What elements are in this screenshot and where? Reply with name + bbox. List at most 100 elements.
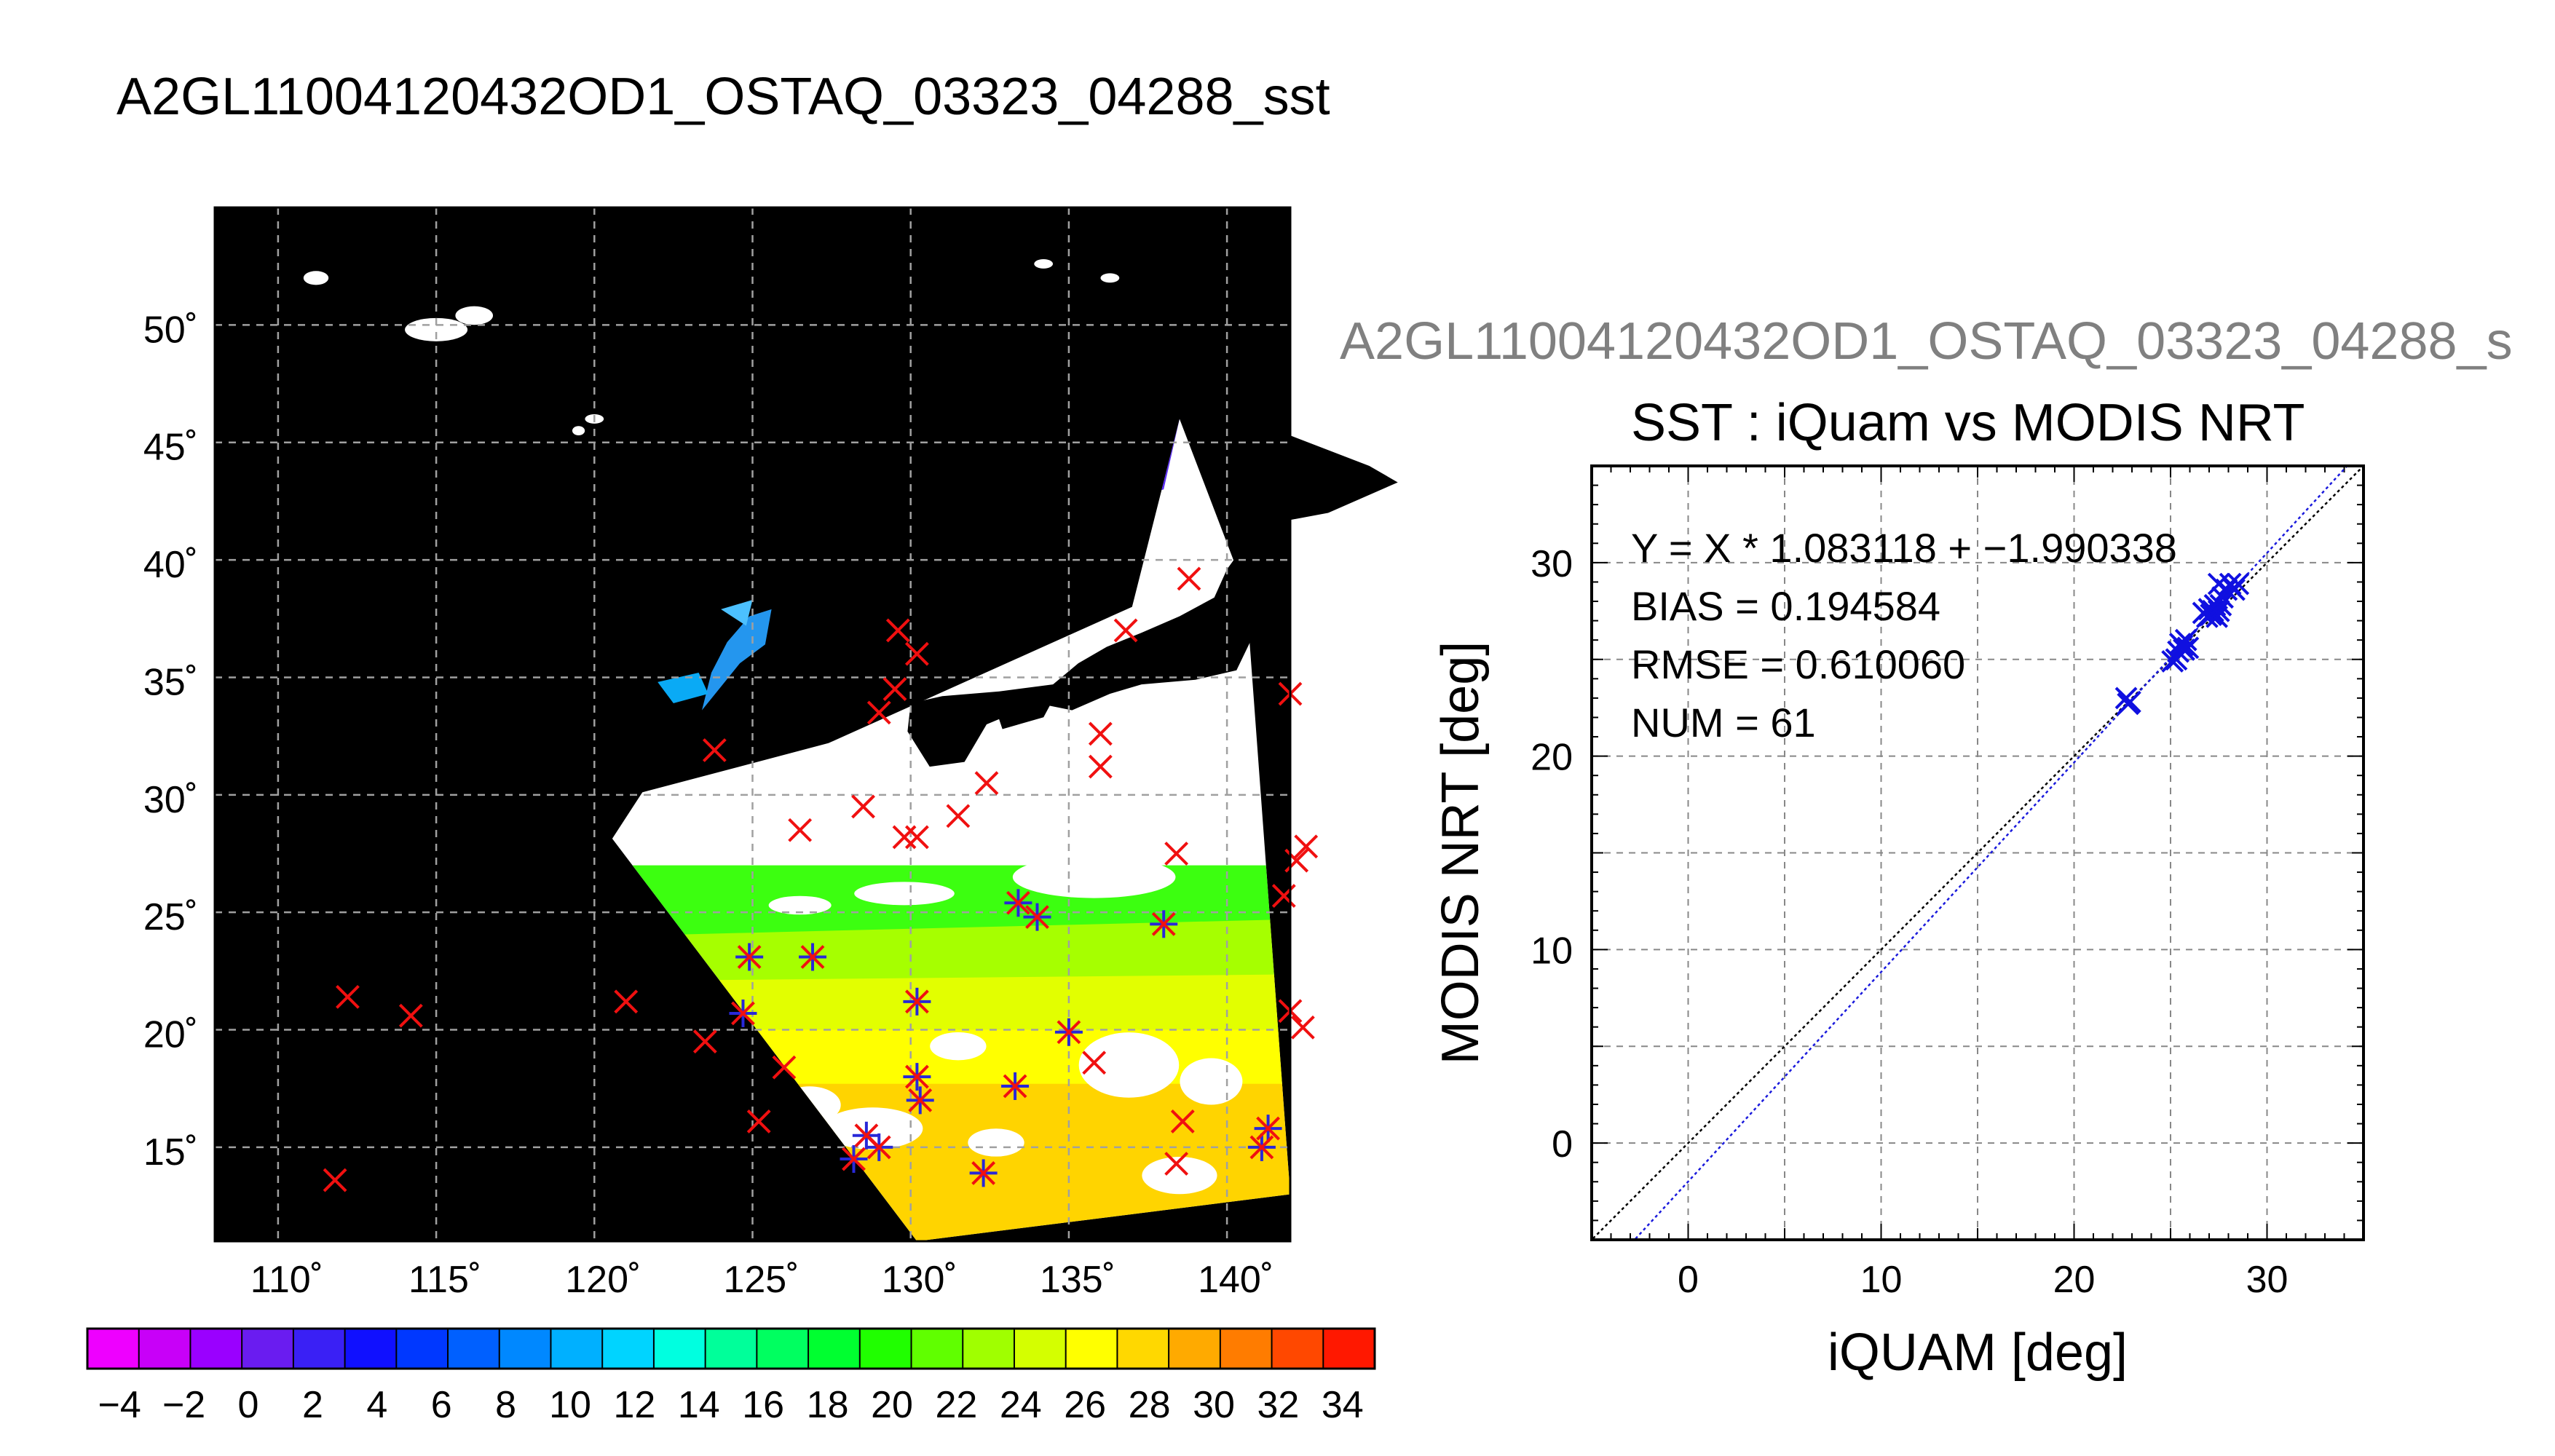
white-speckle xyxy=(455,306,494,325)
colorbar-label: 26 xyxy=(1064,1384,1106,1426)
lat-tick-label: 50˚ xyxy=(143,309,198,351)
colorbar-swatch xyxy=(190,1329,242,1369)
matchup-x xyxy=(336,984,360,1009)
x-stroke xyxy=(946,804,971,828)
matchup-x xyxy=(1003,1074,1027,1099)
x-tick-label: 10 xyxy=(1860,1259,1903,1301)
lon-tick-label: 130˚ xyxy=(882,1259,957,1301)
matchup-x xyxy=(1170,1109,1195,1133)
cloud-patch xyxy=(1012,855,1176,898)
colorbar-swatch xyxy=(1117,1329,1169,1369)
colorbar-label: 16 xyxy=(742,1384,784,1426)
lat-tick-label: 25˚ xyxy=(143,896,198,938)
matchup-x xyxy=(908,1088,933,1112)
cloud-patch xyxy=(1078,1032,1180,1098)
matchup-x xyxy=(1088,721,1113,746)
x-tick-label: 20 xyxy=(2053,1259,2096,1301)
matchup-x xyxy=(692,1029,717,1054)
land-hainan xyxy=(240,1027,310,1072)
x-stroke xyxy=(904,1064,929,1089)
x-stroke xyxy=(1164,1152,1189,1176)
matchup-x xyxy=(1290,1015,1315,1040)
colorbar-label: −2 xyxy=(162,1384,205,1426)
x-axis-label: iQUAM [deg] xyxy=(1828,1324,2128,1382)
x-stroke xyxy=(692,1029,717,1054)
x-stroke xyxy=(323,1168,347,1192)
x-stroke xyxy=(904,989,929,1014)
colorbar-swatch xyxy=(808,1329,861,1369)
scatter-annotation: NUM = 61 xyxy=(1631,700,1816,745)
matchup-x xyxy=(614,989,639,1014)
cloud-patch xyxy=(930,1032,987,1061)
x-stroke xyxy=(800,945,825,969)
matchup-x xyxy=(1082,1051,1107,1075)
matchup-x xyxy=(800,945,825,969)
colorbar-label: −4 xyxy=(98,1384,141,1426)
colorbar-swatch xyxy=(448,1329,500,1369)
x-stroke xyxy=(882,677,907,702)
colorbar-label: 28 xyxy=(1129,1384,1171,1426)
x-stroke xyxy=(398,1003,423,1028)
land-north xyxy=(215,207,1290,584)
colorbar-swatch xyxy=(1220,1329,1273,1369)
lon-tick-label: 125˚ xyxy=(723,1259,799,1301)
lat-tick-label: 40˚ xyxy=(143,544,198,586)
colorbar-swatch xyxy=(757,1329,809,1369)
colorbar-label: 8 xyxy=(495,1384,516,1426)
scatter-point xyxy=(2227,572,2250,596)
x-stroke xyxy=(904,825,929,850)
sst-yellow-sea xyxy=(657,673,708,703)
matchup-x xyxy=(866,700,891,725)
colorbar-label: 18 xyxy=(807,1384,849,1426)
point-stroke xyxy=(2118,690,2141,713)
colorbar-swatch xyxy=(499,1329,551,1369)
x-tick-label: 30 xyxy=(2246,1259,2289,1301)
colorbar-label: 10 xyxy=(549,1384,591,1426)
matchup-x xyxy=(1006,890,1030,915)
x-stroke xyxy=(1025,905,1049,930)
x-stroke xyxy=(1088,721,1113,746)
lat-tick-label: 15˚ xyxy=(143,1131,198,1174)
matchup-x xyxy=(1249,1135,1274,1160)
matchup-x xyxy=(323,1168,347,1192)
matchup-x xyxy=(1294,834,1319,859)
map-frame xyxy=(213,206,1292,1243)
land-shikoku xyxy=(992,694,1057,729)
matchup-x xyxy=(974,771,999,796)
white-speckle xyxy=(405,317,468,341)
x-stroke xyxy=(1164,842,1189,866)
point-stroke xyxy=(2227,572,2250,596)
cloud-patch xyxy=(768,895,832,915)
colorbar-swatch xyxy=(242,1329,294,1369)
matchup-x xyxy=(904,989,929,1014)
colorbar-label: 30 xyxy=(1193,1384,1235,1426)
matchup-x xyxy=(1113,618,1138,643)
lat-tick-label: 20˚ xyxy=(143,1014,198,1056)
scatter-point xyxy=(2176,636,2200,660)
x-stroke xyxy=(737,945,762,969)
colorbar-label: 2 xyxy=(302,1384,323,1426)
x-stroke xyxy=(866,1135,891,1160)
cloud-patch xyxy=(968,1128,1024,1157)
lon-tick-label: 110˚ xyxy=(250,1259,323,1301)
colorbar-swatch xyxy=(1271,1329,1324,1369)
sst-map: 15˚ 20˚ 25˚ 30˚ 35˚ 40˚ 45˚ 50˚ 110˚ 115˚ 120˚ 125˚… xyxy=(143,206,1398,1301)
scatter-point xyxy=(2207,599,2230,622)
x-stroke xyxy=(702,738,727,762)
x-stroke xyxy=(1170,1109,1195,1133)
colorbar-label: 34 xyxy=(1322,1384,1364,1426)
x-stroke xyxy=(1003,1074,1027,1099)
colorbar-label: 32 xyxy=(1257,1384,1299,1426)
colorbar-swatch xyxy=(602,1329,655,1369)
x-stroke xyxy=(851,794,875,819)
colorbar-frame xyxy=(86,1327,1376,1370)
colorbar-label: 4 xyxy=(366,1384,387,1426)
matchup-x xyxy=(1177,566,1201,591)
x-stroke xyxy=(746,1109,771,1133)
lat-tick-label: 30˚ xyxy=(143,779,198,821)
lat-tick-label: 45˚ xyxy=(143,427,198,469)
colorbar-label: 20 xyxy=(871,1384,913,1426)
x-stroke xyxy=(1256,1116,1281,1141)
scatter-point xyxy=(2118,690,2141,713)
